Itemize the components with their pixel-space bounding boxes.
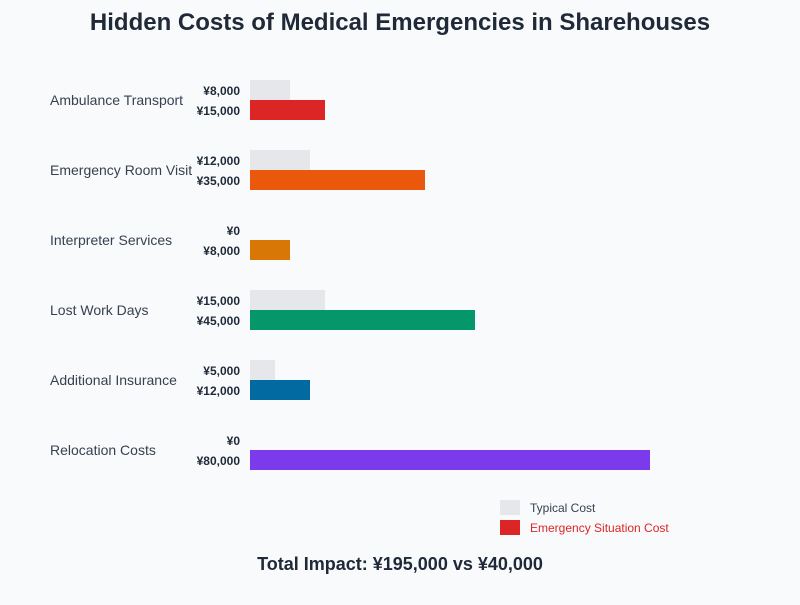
value-label-typical: ¥0	[227, 434, 241, 448]
bar-emergency	[250, 380, 310, 400]
bar-emergency	[250, 170, 425, 190]
category-label: Ambulance Transport	[50, 92, 183, 108]
bar-typical	[250, 360, 275, 380]
value-label-typical: ¥12,000	[197, 154, 241, 168]
value-label-typical: ¥15,000	[197, 294, 241, 308]
legend-label-typical: Typical Cost	[530, 501, 596, 515]
category-label: Relocation Costs	[50, 442, 156, 458]
bar-emergency	[250, 450, 650, 470]
total-impact: Total Impact: ¥195,000 vs ¥40,000	[257, 554, 543, 574]
bar-typical	[250, 150, 310, 170]
value-label-emergency: ¥35,000	[197, 174, 241, 188]
bar-typical	[250, 80, 290, 100]
bar-emergency	[250, 310, 475, 330]
value-label-typical: ¥5,000	[203, 364, 240, 378]
legend-label-emergency: Emergency Situation Cost	[530, 521, 669, 535]
value-label-emergency: ¥12,000	[197, 384, 241, 398]
legend-swatch-typical	[500, 500, 520, 515]
chart-title: Hidden Costs of Medical Emergencies in S…	[90, 9, 710, 36]
category-label: Additional Insurance	[50, 372, 177, 388]
category-label: Interpreter Services	[50, 232, 172, 248]
value-label-typical: ¥0	[227, 224, 241, 238]
category-label: Lost Work Days	[50, 302, 149, 318]
category-label: Emergency Room Visit	[50, 162, 192, 178]
legend-swatch-emergency	[500, 520, 520, 535]
value-label-emergency: ¥45,000	[197, 314, 241, 328]
bar-emergency	[250, 100, 325, 120]
value-label-emergency: ¥80,000	[197, 454, 241, 468]
bar-typical	[250, 290, 325, 310]
value-label-typical: ¥8,000	[203, 84, 240, 98]
bar-emergency	[250, 240, 290, 260]
value-label-emergency: ¥8,000	[203, 244, 240, 258]
value-label-emergency: ¥15,000	[197, 104, 241, 118]
